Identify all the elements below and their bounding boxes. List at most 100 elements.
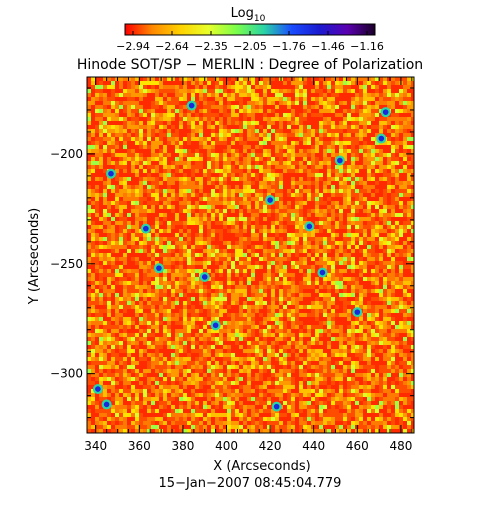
heatmap-cell	[283, 381, 287, 385]
heatmap-cell	[143, 89, 147, 93]
heatmap-cell	[235, 169, 239, 173]
heatmap-cell	[99, 321, 103, 325]
heatmap-cell	[403, 253, 407, 257]
heatmap-cell	[87, 109, 91, 113]
heatmap-cell	[315, 369, 319, 373]
heatmap-cell	[347, 189, 351, 193]
heatmap-cell	[171, 161, 175, 165]
heatmap-cell	[239, 281, 243, 285]
heatmap-cell	[355, 329, 359, 333]
heatmap-cell	[115, 237, 119, 241]
heatmap-cell	[359, 317, 363, 321]
heatmap-cell	[351, 173, 355, 177]
heatmap-cell	[387, 265, 391, 269]
heatmap-cell	[95, 269, 99, 273]
heatmap-cell	[391, 81, 395, 85]
heatmap-cell	[147, 329, 151, 333]
heatmap-cell	[199, 353, 203, 357]
heatmap-cell	[339, 389, 343, 393]
heatmap-cell	[175, 365, 179, 369]
heatmap-cell	[91, 301, 95, 305]
heatmap-cell	[323, 121, 327, 125]
heatmap-cell	[311, 237, 315, 241]
heatmap-cell	[299, 321, 303, 325]
heatmap-cell	[403, 93, 407, 97]
heatmap-cell	[247, 181, 251, 185]
heatmap-cell	[219, 269, 223, 273]
heatmap-cell	[375, 141, 379, 145]
heatmap-cell	[335, 137, 339, 141]
heatmap-cell	[343, 261, 347, 265]
heatmap-cell	[279, 201, 283, 205]
heatmap-cell	[211, 129, 215, 133]
heatmap-cell	[323, 301, 327, 305]
heatmap-cell	[399, 297, 403, 301]
heatmap-cell	[103, 185, 107, 189]
heatmap-cell	[143, 189, 147, 193]
heatmap-cell	[151, 201, 155, 205]
heatmap-cell	[271, 261, 275, 265]
heatmap-cell	[379, 389, 383, 393]
heatmap-cell	[179, 333, 183, 337]
heatmap-cell	[171, 109, 175, 113]
heatmap-cell	[287, 149, 291, 153]
heatmap-cell	[263, 253, 267, 257]
heatmap-cell	[315, 229, 319, 233]
heatmap-cell	[139, 373, 143, 377]
heatmap-cell	[91, 341, 95, 345]
heatmap-cell	[379, 297, 383, 301]
heatmap-cell	[215, 405, 219, 409]
heatmap-cell	[287, 153, 291, 157]
heatmap-cell	[351, 105, 355, 109]
heatmap-cell	[87, 277, 91, 281]
heatmap-cell	[267, 121, 271, 125]
heatmap-cell	[211, 301, 215, 305]
heatmap-cell	[255, 341, 259, 345]
heatmap-cell	[251, 269, 255, 273]
heatmap-cell	[327, 397, 331, 401]
heatmap-cell	[187, 365, 191, 369]
heatmap-cell	[167, 253, 171, 257]
heatmap-cell	[399, 405, 403, 409]
heatmap-cell	[175, 389, 179, 393]
heatmap-cell	[323, 369, 327, 373]
heatmap-cell	[215, 253, 219, 257]
heatmap-cell	[155, 317, 159, 321]
heatmap-cell	[283, 345, 287, 349]
heatmap-cell	[367, 157, 371, 161]
heatmap-cell	[135, 345, 139, 349]
heatmap-cell	[259, 289, 263, 293]
heatmap-cell	[275, 233, 279, 237]
heatmap-cell	[331, 297, 335, 301]
heatmap-cell	[367, 345, 371, 349]
heatmap-cell	[171, 97, 175, 101]
heatmap-cell	[203, 361, 207, 365]
heatmap-cell	[227, 389, 231, 393]
heatmap-cell	[227, 97, 231, 101]
heatmap-cell	[231, 169, 235, 173]
heatmap-cell	[247, 133, 251, 137]
heatmap-cell	[339, 89, 343, 93]
heatmap-cell	[199, 345, 203, 349]
heatmap-cell	[159, 141, 163, 145]
heatmap-cell	[391, 197, 395, 201]
heatmap-cell	[351, 213, 355, 217]
heatmap-cell	[107, 281, 111, 285]
heatmap-cell	[235, 185, 239, 189]
heatmap-cell	[411, 285, 414, 289]
heatmap-cell	[211, 345, 215, 349]
heatmap-cell	[315, 201, 319, 205]
heatmap-cell	[303, 369, 307, 373]
heatmap-cell	[403, 157, 407, 161]
heatmap-cell	[395, 273, 399, 277]
heatmap-cell	[251, 413, 255, 417]
heatmap-cell	[107, 341, 111, 345]
heatmap-cell	[387, 373, 391, 377]
heatmap-cell	[259, 201, 263, 205]
heatmap-cell	[399, 389, 403, 393]
heatmap-cell	[283, 153, 287, 157]
heatmap-cell	[163, 193, 167, 197]
heatmap-cell	[339, 353, 343, 357]
heatmap-cell	[371, 329, 375, 333]
heatmap-cell	[291, 89, 295, 93]
